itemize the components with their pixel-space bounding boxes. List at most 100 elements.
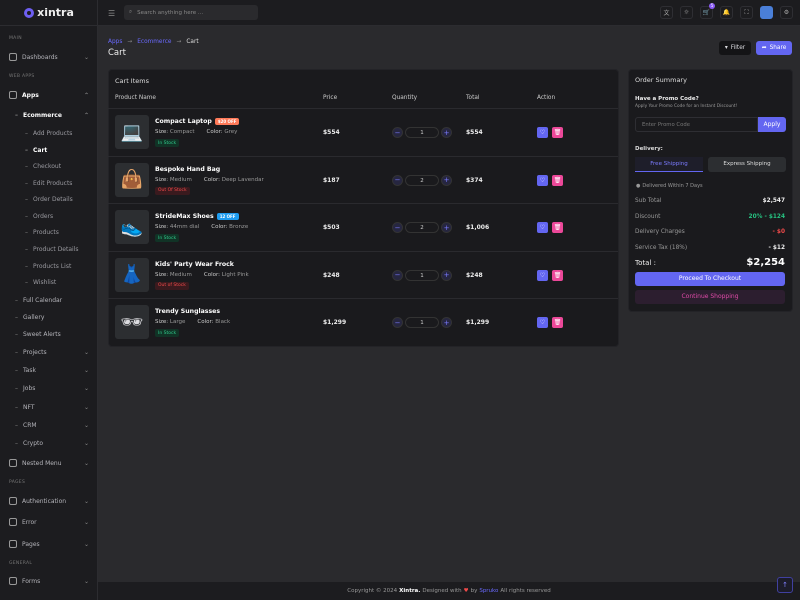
sidebar-item[interactable]: – Sweet Alerts [15,328,89,340]
continue-shopping-button[interactable]: Continue Shopping [635,290,785,304]
stock-badge: Out Of Stock [155,186,190,195]
delete-trash-icon[interactable]: 🗑 [552,222,563,233]
sidebar-item[interactable]: Forms ⌄ [9,575,89,587]
logo[interactable]: xintra [0,0,98,26]
delete-trash-icon[interactable]: 🗑 [552,174,563,186]
sidebar-item[interactable]: – Crypto ⌄ [15,437,89,449]
notifications-icon[interactable]: 🔔 [720,6,733,19]
wishlist-heart-icon[interactable]: ♡ [537,174,548,186]
sidebar-item[interactable]: – Orders [25,210,89,222]
sidebar-item-label: Nested Menu [22,459,62,467]
product-name[interactable]: StrideMax Shoes [155,213,214,220]
product-name[interactable]: Bespoke Hand Bag [155,165,221,173]
tab-express-shipping[interactable]: Express Shipping [708,157,786,172]
quantity-input[interactable]: 1 [405,269,439,281]
sidebar-item-label: Projects [23,348,47,356]
wishlist-heart-icon[interactable]: ♡ [537,127,548,138]
stock-badge: Out of Stock [155,281,189,290]
product-name[interactable]: Trendy Sunglasses [155,308,221,315]
footer-author-link[interactable]: Spruko [479,588,499,594]
sidebar-item-label: Cart [33,146,48,154]
color-value: Black [215,319,231,325]
avatar[interactable] [760,6,773,19]
sidebar-item[interactable]: – Products List [25,260,89,272]
product-name[interactable]: Kids' Party Wear Frock [155,260,234,268]
decrease-quantity-button[interactable]: − [392,222,403,233]
promo-code-input[interactable]: Enter Promo Code [635,117,758,132]
wishlist-heart-icon[interactable]: ♡ [537,222,548,233]
sidebar-item[interactable]: – Products [25,226,89,238]
sidebar-item[interactable]: – Projects ⌄ [15,346,89,358]
decrease-quantity-button[interactable]: − [392,127,403,138]
menu-toggle-icon[interactable]: ☰ [108,9,116,18]
sidebar-item[interactable]: – Product Details [25,243,89,255]
sidebar-item[interactable]: Apps ⌃ [9,89,89,101]
sidebar-item[interactable]: – Add Products [25,127,89,139]
size-value: Medium [169,271,192,278]
color-value: Deep Lavendar [221,176,264,183]
settings-icon[interactable]: ⚙ [780,6,793,19]
sidebar-item[interactable]: – Cart [25,144,89,156]
row-total: $1,006 [466,224,490,231]
cart-icon[interactable]: 🛒 5 [700,3,715,19]
sidebar-item-label: Authentication [22,497,67,505]
sidebar-item[interactable]: Dashboards ⌄ [9,51,89,63]
sidebar-item[interactable]: – Ecommerce ⌃ [15,109,89,121]
heart-icon: ♥ [463,588,469,594]
sidebar-item[interactable]: – Checkout [25,160,89,172]
footer: Copyright © 2024 Xintra. Designed with ♥ by S… [98,582,800,600]
delete-trash-icon[interactable]: 🗑 [552,317,563,328]
sidebar-item[interactable]: – Gallery [15,311,89,323]
sidebar-item[interactable]: Authentication ⌄ [9,495,89,507]
decrease-quantity-button[interactable]: − [392,174,403,186]
search-input[interactable]: ⌕ Search anything here ... [124,5,258,20]
decrease-quantity-button[interactable]: − [392,269,403,281]
sidebar-item[interactable]: – CRM ⌄ [15,419,89,431]
sidebar-item[interactable]: – Jobs ⌄ [15,382,89,394]
quantity-input[interactable]: 1 [405,317,439,328]
sidebar-item[interactable]: – Edit Products [25,177,89,189]
product-image: 👟 [115,210,149,244]
theme-toggle-icon[interactable]: ☼ [680,6,693,19]
breadcrumb-ecommerce[interactable]: Ecommerce [137,39,172,45]
increase-quantity-button[interactable]: + [441,269,452,281]
stock-badge: In Stock [155,139,180,147]
sidebar-item[interactable]: – Order Details [25,193,89,205]
wishlist-heart-icon[interactable]: ♡ [537,317,548,328]
breadcrumb-apps[interactable]: Apps [108,39,123,45]
chevron-down-icon: ⌄ [83,53,89,61]
sidebar-item[interactable]: – Task ⌄ [15,364,89,376]
dash-icon: – [15,296,18,304]
sidebar-item[interactable]: Pages ⌄ [9,538,89,550]
delete-trash-icon[interactable]: 🗑 [552,127,563,138]
size-value: 44mm dial [169,224,200,230]
sidebar-item[interactable]: – Full Calendar [15,294,89,306]
fullscreen-icon[interactable]: ⛶ [740,6,753,19]
dash-icon: – [25,195,28,203]
delete-trash-icon[interactable]: 🗑 [552,269,563,281]
sidebar-item[interactable]: Nested Menu ⌄ [9,457,89,469]
filter-button[interactable]: ▾ Filter [719,41,751,55]
increase-quantity-button[interactable]: + [441,127,452,138]
increase-quantity-button[interactable]: + [441,317,452,328]
language-icon[interactable]: 文 [660,6,673,19]
share-button[interactable]: ➦ Share [756,41,792,55]
sidebar-item[interactable]: – NFT ⌄ [15,401,89,413]
sidebar-item[interactable]: Error ⌄ [9,516,89,528]
increase-quantity-button[interactable]: + [441,222,452,233]
quantity-input[interactable]: 1 [405,127,439,138]
tab-free-shipping[interactable]: Free Shipping [635,157,703,172]
wishlist-heart-icon[interactable]: ♡ [537,269,548,281]
checkout-button[interactable]: Proceed To Checkout [635,272,785,286]
decrease-quantity-button[interactable]: − [392,317,403,328]
apply-button[interactable]: Apply [758,117,786,132]
row-total: $1,299 [466,319,490,326]
quantity-input[interactable]: 2 [405,222,439,233]
quantity-input[interactable]: 2 [405,174,439,186]
sidebar-item-label: Orders [33,212,54,220]
row-total: $374 [466,176,483,184]
sidebar-item[interactable]: – Wishlist [25,276,89,288]
scroll-to-top-button[interactable]: ↑ [777,577,793,593]
increase-quantity-button[interactable]: + [441,174,452,186]
product-name[interactable]: Compact Laptop [155,118,212,125]
